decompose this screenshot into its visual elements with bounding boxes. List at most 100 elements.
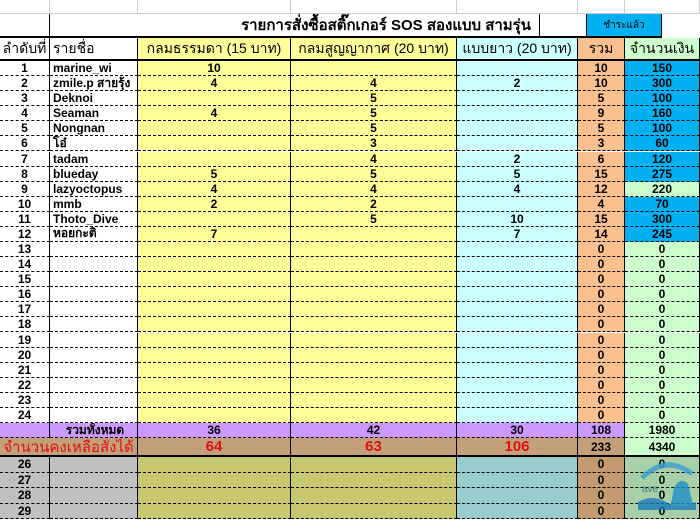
qty-regular[interactable]: 10 [138,61,291,77]
customer-name[interactable]: หอยกะติ [50,226,138,242]
customer-name[interactable] [50,377,138,393]
qty-long[interactable] [457,106,578,122]
qty-long[interactable] [457,287,578,303]
qty-regular[interactable] [138,332,291,348]
qty-vacuum[interactable] [291,272,457,288]
qty-vacuum[interactable] [291,257,457,273]
qty-regular[interactable]: 4 [138,76,291,92]
qty-long[interactable] [457,457,578,473]
qty-regular[interactable] [138,272,291,288]
customer-name[interactable] [50,287,138,303]
qty-long[interactable] [457,392,578,408]
qty-long[interactable] [457,121,578,137]
customer-name[interactable] [50,317,138,333]
qty-long[interactable] [457,377,578,393]
qty-vacuum[interactable]: 4 [291,151,457,167]
qty-vacuum[interactable] [291,287,457,303]
qty-regular[interactable] [138,242,291,258]
qty-long[interactable]: 4 [457,181,578,197]
qty-long[interactable] [457,257,578,273]
customer-name[interactable] [50,302,138,318]
customer-name[interactable] [50,503,138,519]
qty-vacuum[interactable]: 5 [291,166,457,182]
customer-name[interactable] [50,472,138,488]
qty-long[interactable] [457,407,578,423]
qty-long[interactable]: 2 [457,151,578,167]
customer-name[interactable]: Seaman [50,106,138,122]
qty-long[interactable] [457,272,578,288]
qty-vacuum[interactable] [291,457,457,473]
qty-regular[interactable]: 4 [138,106,291,122]
qty-vacuum[interactable] [291,362,457,378]
customer-name[interactable]: Nongnan [50,121,138,137]
qty-regular[interactable] [138,317,291,333]
qty-regular[interactable] [138,287,291,303]
customer-name[interactable] [50,407,138,423]
customer-name[interactable]: zmile.p สายรุ้ง [50,76,138,92]
qty-vacuum[interactable] [291,503,457,519]
qty-long[interactable] [457,503,578,519]
qty-regular[interactable] [138,503,291,519]
qty-long[interactable] [457,332,578,348]
customer-name[interactable] [50,392,138,408]
qty-regular[interactable] [138,347,291,363]
qty-long[interactable] [457,488,578,504]
customer-name[interactable] [50,488,138,504]
qty-vacuum[interactable] [291,472,457,488]
qty-vacuum[interactable]: 5 [291,91,457,107]
qty-long[interactable] [457,91,578,107]
customer-name[interactable]: lazyoctopus [50,181,138,197]
qty-regular[interactable] [138,457,291,473]
qty-regular[interactable]: 2 [138,196,291,212]
qty-regular[interactable] [138,362,291,378]
customer-name[interactable]: mmb [50,196,138,212]
qty-vacuum[interactable] [291,332,457,348]
customer-name[interactable]: marine_wi [50,61,138,77]
qty-vacuum[interactable] [291,392,457,408]
qty-long[interactable] [457,472,578,488]
qty-regular[interactable] [138,91,291,107]
qty-vacuum[interactable] [291,226,457,242]
qty-long[interactable] [457,196,578,212]
qty-long[interactable] [457,302,578,318]
qty-vacuum[interactable] [291,407,457,423]
customer-name[interactable] [50,347,138,363]
qty-regular[interactable]: 5 [138,166,291,182]
qty-vacuum[interactable] [291,61,457,77]
qty-vacuum[interactable]: 4 [291,181,457,197]
customer-name[interactable]: Deknoi [50,91,138,107]
qty-vacuum[interactable]: 2 [291,196,457,212]
qty-regular[interactable] [138,392,291,408]
qty-long[interactable] [457,136,578,152]
qty-vacuum[interactable]: 5 [291,211,457,227]
customer-name[interactable] [50,332,138,348]
qty-regular[interactable]: 4 [138,181,291,197]
customer-name[interactable]: tadam [50,151,138,167]
qty-long[interactable] [457,242,578,258]
qty-long[interactable] [457,61,578,77]
qty-vacuum[interactable] [291,302,457,318]
qty-regular[interactable] [138,257,291,273]
qty-vacuum[interactable] [291,242,457,258]
qty-vacuum[interactable]: 5 [291,121,457,137]
customer-name[interactable] [50,457,138,473]
qty-regular[interactable] [138,121,291,137]
qty-long[interactable]: 2 [457,76,578,92]
qty-vacuum[interactable]: 3 [291,136,457,152]
qty-vacuum[interactable]: 4 [291,76,457,92]
qty-vacuum[interactable] [291,488,457,504]
qty-vacuum[interactable]: 5 [291,106,457,122]
qty-regular[interactable] [138,488,291,504]
customer-name[interactable]: โอ๋ [50,136,138,152]
qty-regular[interactable] [138,211,291,227]
customer-name[interactable] [50,257,138,273]
qty-regular[interactable] [138,407,291,423]
qty-regular[interactable] [138,377,291,393]
qty-regular[interactable] [138,472,291,488]
qty-vacuum[interactable] [291,317,457,333]
qty-long[interactable]: 5 [457,166,578,182]
qty-vacuum[interactable] [291,347,457,363]
qty-regular[interactable] [138,151,291,167]
qty-regular[interactable] [138,302,291,318]
customer-name[interactable]: Thoto_Dive [50,211,138,227]
